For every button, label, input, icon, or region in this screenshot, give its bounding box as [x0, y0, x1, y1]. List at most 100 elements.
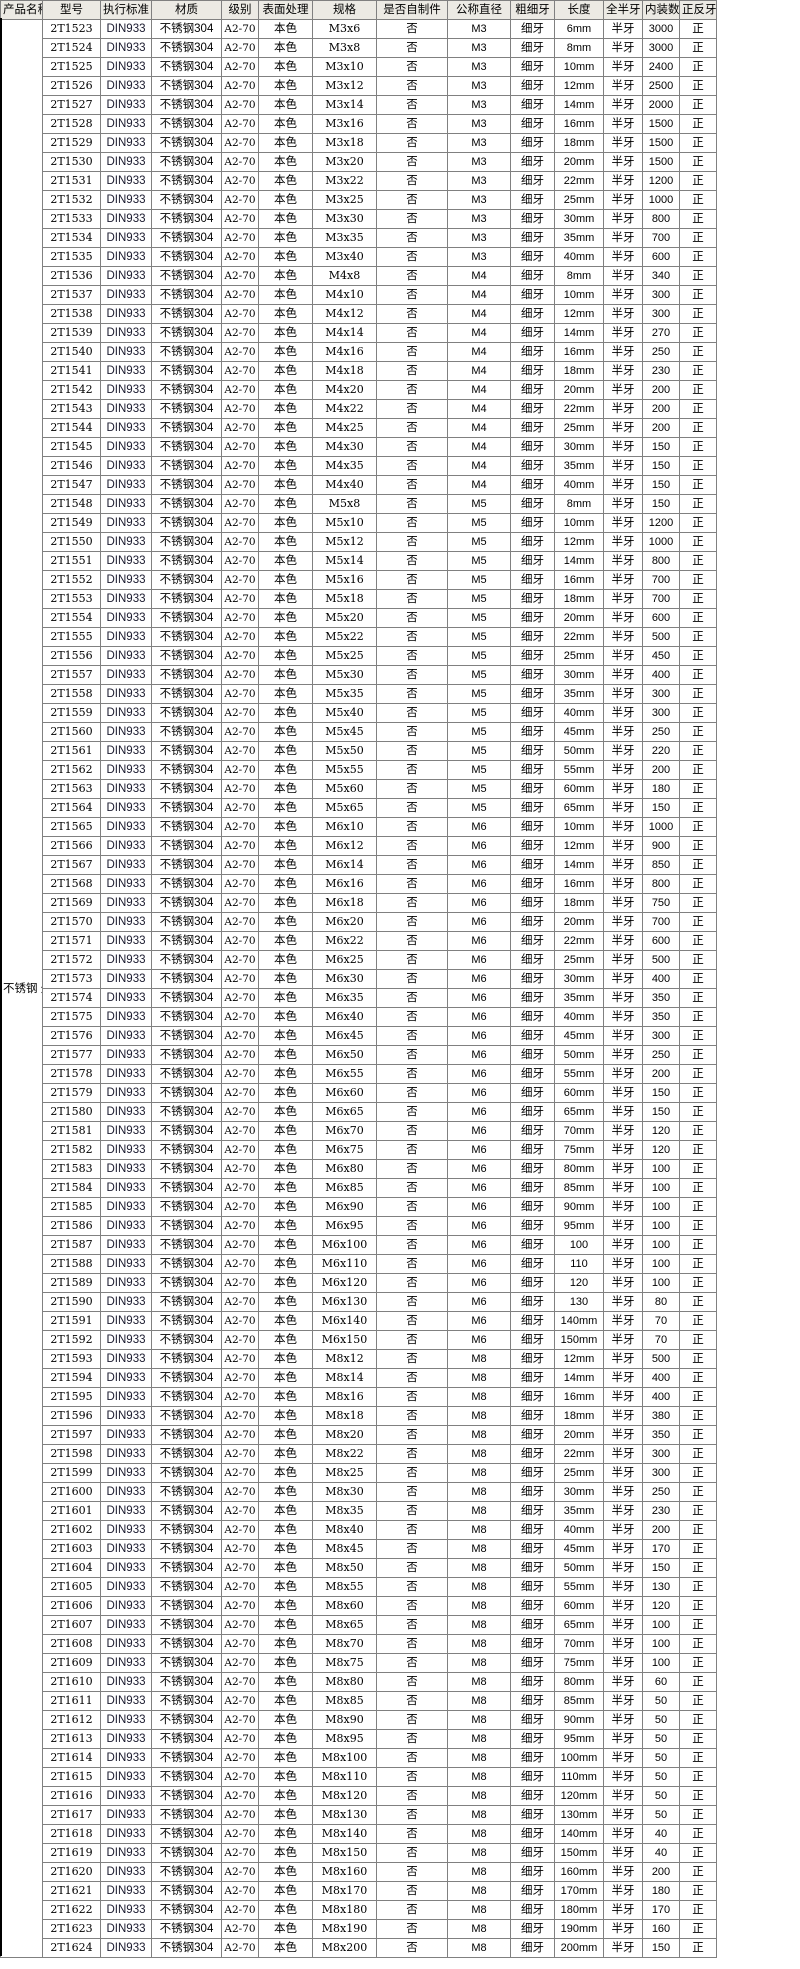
cell-thread-direction[interactable]: 正: [679, 1273, 717, 1293]
cell-thread-pitch[interactable]: 细牙: [510, 1862, 555, 1882]
table-row[interactable]: 2T1605 DIN933 不锈钢304 A2-70 本色 M8x55 否 M8 细牙 55mm 半…: [1, 1577, 717, 1597]
cell-length[interactable]: 20mm: [554, 152, 604, 172]
cell-thread-pitch[interactable]: 细牙: [510, 1463, 555, 1483]
cell-pack-qty[interactable]: 150: [642, 1083, 680, 1103]
cell-nominal-diameter[interactable]: M6: [447, 1254, 511, 1274]
cell-thread-direction[interactable]: 正: [679, 817, 717, 837]
cell-standard[interactable]: DIN933: [100, 1501, 152, 1521]
table-row[interactable]: 2T1565 DIN933 不锈钢304 A2-70 本色 M6x10 否 M6 细牙 10mm 半…: [1, 817, 717, 837]
cell-model[interactable]: 2T1577: [42, 1045, 101, 1065]
cell-nominal-diameter[interactable]: M4: [447, 380, 511, 400]
cell-self-made[interactable]: 否: [376, 152, 448, 172]
cell-self-made[interactable]: 否: [376, 1444, 448, 1464]
cell-thread-pitch[interactable]: 细牙: [510, 874, 555, 894]
cell-nominal-diameter[interactable]: M6: [447, 1083, 511, 1103]
cell-self-made[interactable]: 否: [376, 1235, 448, 1255]
cell-thread-direction[interactable]: 正: [679, 1216, 717, 1236]
cell-thread-pitch[interactable]: 细牙: [510, 855, 555, 875]
cell-pack-qty[interactable]: 70: [642, 1311, 680, 1331]
cell-length[interactable]: 100: [554, 1235, 604, 1255]
cell-grade[interactable]: A2-70: [221, 646, 259, 666]
cell-grade[interactable]: A2-70: [221, 931, 259, 951]
cell-full-half-thread[interactable]: 半牙: [603, 1083, 643, 1103]
cell-surface[interactable]: 本色: [258, 532, 313, 552]
cell-thread-direction[interactable]: 正: [679, 988, 717, 1008]
cell-full-half-thread[interactable]: 半牙: [603, 1406, 643, 1426]
cell-spec[interactable]: M3x10: [312, 57, 377, 77]
cell-nominal-diameter[interactable]: M8: [447, 1729, 511, 1749]
table-row[interactable]: 2T1588 DIN933 不锈钢304 A2-70 本色 M6x110 否 M6 细牙 110 半…: [1, 1254, 717, 1274]
cell-grade[interactable]: A2-70: [221, 247, 259, 267]
cell-standard[interactable]: DIN933: [100, 1615, 152, 1635]
cell-material[interactable]: 不锈钢304: [151, 760, 222, 780]
cell-grade[interactable]: A2-70: [221, 38, 259, 58]
cell-standard[interactable]: DIN933: [100, 1368, 152, 1388]
cell-self-made[interactable]: 否: [376, 1539, 448, 1559]
cell-grade[interactable]: A2-70: [221, 570, 259, 590]
cell-grade[interactable]: A2-70: [221, 513, 259, 533]
cell-nominal-diameter[interactable]: M3: [447, 76, 511, 96]
cell-full-half-thread[interactable]: 半牙: [603, 1387, 643, 1407]
cell-surface[interactable]: 本色: [258, 1463, 313, 1483]
cell-full-half-thread[interactable]: 半牙: [603, 1653, 643, 1673]
cell-self-made[interactable]: 否: [376, 1045, 448, 1065]
cell-pack-qty[interactable]: 200: [642, 399, 680, 419]
cell-pack-qty[interactable]: 40: [642, 1824, 680, 1844]
cell-spec[interactable]: M8x75: [312, 1653, 377, 1673]
cell-full-half-thread[interactable]: 半牙: [603, 76, 643, 96]
cell-material[interactable]: 不锈钢304: [151, 1482, 222, 1502]
cell-thread-direction[interactable]: 正: [679, 266, 717, 286]
cell-spec[interactable]: M8x16: [312, 1387, 377, 1407]
cell-material[interactable]: 不锈钢304: [151, 1330, 222, 1350]
cell-self-made[interactable]: 否: [376, 1463, 448, 1483]
cell-model[interactable]: 2T1554: [42, 608, 101, 628]
cell-surface[interactable]: 本色: [258, 1938, 313, 1958]
cell-spec[interactable]: M4x8: [312, 266, 377, 286]
cell-standard[interactable]: DIN933: [100, 532, 152, 552]
cell-pack-qty[interactable]: 400: [642, 665, 680, 685]
cell-pack-qty[interactable]: 600: [642, 247, 680, 267]
cell-self-made[interactable]: 否: [376, 779, 448, 799]
cell-spec[interactable]: M4x12: [312, 304, 377, 324]
cell-model[interactable]: 2T1572: [42, 950, 101, 970]
cell-material[interactable]: 不锈钢304: [151, 247, 222, 267]
cell-nominal-diameter[interactable]: M5: [447, 570, 511, 590]
cell-spec[interactable]: M8x110: [312, 1767, 377, 1787]
cell-full-half-thread[interactable]: 半牙: [603, 1710, 643, 1730]
cell-spec[interactable]: M8x12: [312, 1349, 377, 1369]
cell-length[interactable]: 150mm: [554, 1330, 604, 1350]
cell-pack-qty[interactable]: 400: [642, 1387, 680, 1407]
cell-standard[interactable]: DIN933: [100, 133, 152, 153]
cell-surface[interactable]: 本色: [258, 589, 313, 609]
cell-thread-direction[interactable]: 正: [679, 1463, 717, 1483]
cell-self-made[interactable]: 否: [376, 1520, 448, 1540]
cell-model[interactable]: 2T1539: [42, 323, 101, 343]
table-row[interactable]: 2T1596 DIN933 不锈钢304 A2-70 本色 M8x18 否 M8 细牙 18mm 半…: [1, 1406, 717, 1426]
cell-standard[interactable]: DIN933: [100, 494, 152, 514]
cell-standard[interactable]: DIN933: [100, 855, 152, 875]
cell-full-half-thread[interactable]: 半牙: [603, 1558, 643, 1578]
cell-surface[interactable]: 本色: [258, 342, 313, 362]
cell-thread-pitch[interactable]: 细牙: [510, 532, 555, 552]
cell-material[interactable]: 不锈钢304: [151, 1634, 222, 1654]
cell-length[interactable]: 35mm: [554, 228, 604, 248]
cell-self-made[interactable]: 否: [376, 1026, 448, 1046]
cell-full-half-thread[interactable]: 半牙: [603, 342, 643, 362]
table-row[interactable]: 2T1559 DIN933 不锈钢304 A2-70 本色 M5x40 否 M5 细牙 40mm 半…: [1, 703, 717, 723]
cell-surface[interactable]: 本色: [258, 646, 313, 666]
cell-nominal-diameter[interactable]: M6: [447, 1121, 511, 1141]
cell-thread-direction[interactable]: 正: [679, 779, 717, 799]
cell-full-half-thread[interactable]: 半牙: [603, 1577, 643, 1597]
cell-length[interactable]: 85mm: [554, 1691, 604, 1711]
cell-nominal-diameter[interactable]: M5: [447, 665, 511, 685]
cell-spec[interactable]: M8x22: [312, 1444, 377, 1464]
cell-self-made[interactable]: 否: [376, 760, 448, 780]
cell-self-made[interactable]: 否: [376, 1938, 448, 1958]
cell-nominal-diameter[interactable]: M4: [447, 399, 511, 419]
cell-nominal-diameter[interactable]: M8: [447, 1539, 511, 1559]
cell-thread-direction[interactable]: 正: [679, 874, 717, 894]
cell-thread-pitch[interactable]: 细牙: [510, 1672, 555, 1692]
cell-model[interactable]: 2T1548: [42, 494, 101, 514]
cell-thread-pitch[interactable]: 细牙: [510, 475, 555, 495]
cell-length[interactable]: 50mm: [554, 1045, 604, 1065]
